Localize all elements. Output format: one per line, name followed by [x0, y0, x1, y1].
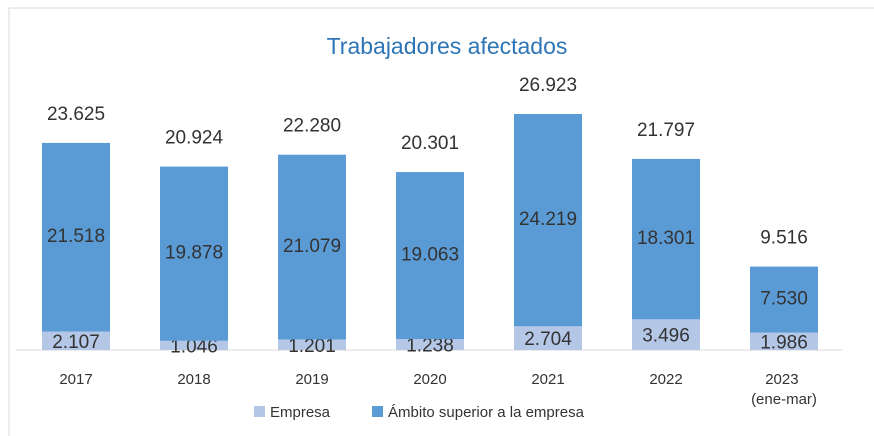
chart-title: Trabajadores afectados — [327, 33, 568, 59]
segment-label: 21.518 — [47, 226, 105, 247]
segment-label: 21.079 — [283, 236, 341, 257]
segment-label: 19.063 — [401, 245, 459, 266]
total-label: 26.923 — [519, 75, 577, 96]
total-label: 20.924 — [165, 128, 224, 149]
bar-segment — [160, 340, 228, 350]
bar-segment — [514, 114, 582, 327]
bar-segment — [42, 142, 110, 332]
bar-segment — [632, 158, 700, 320]
segment-label: 7.530 — [760, 289, 808, 310]
segment-label: 3.496 — [642, 326, 690, 347]
x-tick-label: 2018 — [177, 371, 210, 388]
legend-label: Empresa — [270, 404, 331, 421]
bar-segment — [396, 172, 464, 340]
bar-segment — [160, 166, 228, 341]
bar-segment — [632, 319, 700, 350]
bar-segment — [278, 339, 346, 350]
segment-label: 1.986 — [760, 332, 808, 353]
bar-segment — [396, 339, 464, 350]
bar-segment — [750, 332, 818, 350]
bar-segment — [42, 331, 110, 350]
total-label: 22.280 — [283, 116, 341, 137]
x-tick-label: 2022 — [649, 371, 682, 388]
segment-label: 1.201 — [288, 336, 336, 357]
segment-label: 1.046 — [170, 336, 218, 357]
x-tick-label: 2017 — [59, 371, 92, 388]
bar-segment — [278, 154, 346, 340]
segment-label: 18.301 — [637, 228, 695, 249]
total-label: 20.301 — [401, 133, 459, 154]
bar-segment — [750, 266, 818, 333]
x-tick-label: 2023 (ene-mar) — [751, 371, 817, 408]
legend-swatch — [372, 406, 384, 417]
x-tick-label: 2021 — [531, 371, 564, 388]
total-label: 9.516 — [760, 228, 808, 249]
segment-label: 24.219 — [519, 209, 577, 230]
bar-segment — [514, 326, 582, 350]
segment-label: 2.107 — [52, 332, 100, 353]
legend-label: Ámbito superior a la empresa — [388, 404, 585, 421]
segment-label: 19.878 — [165, 243, 223, 264]
segment-label: 2.704 — [524, 329, 572, 350]
x-tick-label: 2020 — [413, 371, 446, 388]
legend-swatch — [254, 406, 265, 417]
segment-label: 1.238 — [406, 336, 454, 357]
total-label: 21.797 — [637, 120, 695, 141]
total-label: 23.625 — [47, 104, 105, 125]
x-tick-label: 2019 — [295, 371, 328, 388]
